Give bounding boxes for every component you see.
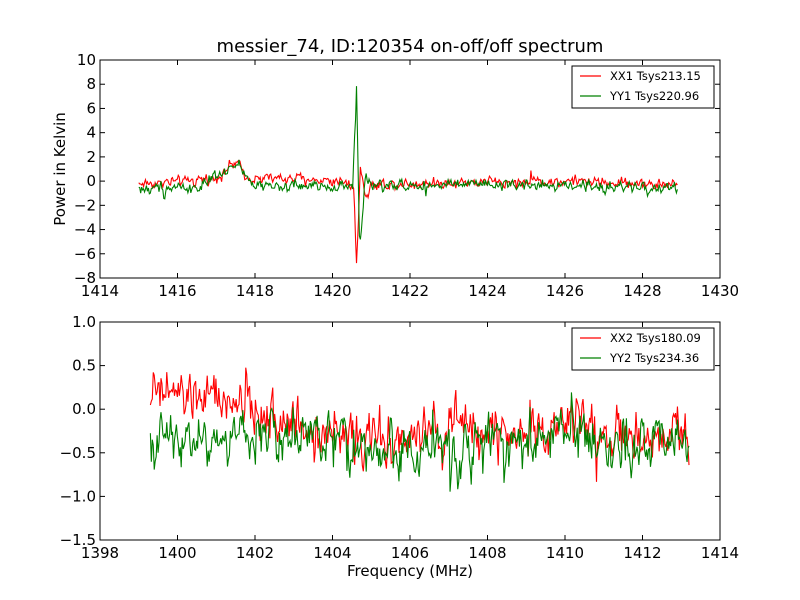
bottom-y-tick-label: −0.5 xyxy=(60,444,96,462)
bottom-legend: XX2 Tsys180.09 YY2 Tsys234.36 xyxy=(571,327,715,371)
bottom-y-tick-label: −1.5 xyxy=(60,531,96,549)
top-x-tick-label: 1428 xyxy=(623,282,661,300)
legend-label-yy2: YY2 Tsys234.36 xyxy=(609,351,699,365)
bottom-x-tick-label: 1398 xyxy=(81,544,119,562)
top-legend: XX1 Tsys213.15 YY1 Tsys220.96 xyxy=(571,65,715,109)
bottom-y-tick-label: 0.0 xyxy=(72,400,96,418)
bottom-legend-box xyxy=(571,327,715,371)
top-y-tick-label: −6 xyxy=(74,245,96,263)
bottom-y-tick-label: 0.5 xyxy=(72,357,96,375)
bottom-x-tick-label: 1400 xyxy=(158,544,196,562)
top-y-tick-label: −4 xyxy=(74,221,96,239)
bottom-x-tick-label: 1402 xyxy=(236,544,274,562)
bottom-x-axis-label: Frequency (MHz) xyxy=(347,562,473,580)
bottom-series-yy-line xyxy=(149,392,690,492)
legend-label-xx1: XX1 Tsys213.15 xyxy=(610,69,701,83)
top-y-tick-label: 6 xyxy=(86,99,96,117)
top-x-tick-label: 1430 xyxy=(701,282,739,300)
bottom-panel: Frequency (MHz) 1398 1400 1402 1404 1406 1408… xyxy=(60,313,740,580)
bottom-plot-area: 1398 1400 1402 1404 1406 1408 1410 1412 1414 −1.5… xyxy=(60,313,740,562)
top-panel: messier_74, ID:120354 on-off/off spectru… xyxy=(51,36,739,300)
top-x-tick-label: 1426 xyxy=(546,282,584,300)
bottom-x-tick-label: 1412 xyxy=(623,544,661,562)
bottom-y-tick-label: −1.0 xyxy=(60,487,96,505)
top-x-tick-label: 1414 xyxy=(81,282,119,300)
top-legend-box xyxy=(571,65,715,109)
top-y-tick-label: 8 xyxy=(86,75,96,93)
top-chart-title: messier_74, ID:120354 on-off/off spectru… xyxy=(217,36,604,57)
top-y-tick-label: −8 xyxy=(74,269,96,287)
top-y-axis-label: Power in Kelvin xyxy=(51,112,69,226)
top-x-tick-label: 1418 xyxy=(236,282,274,300)
bottom-x-tick-label: 1404 xyxy=(313,544,351,562)
legend-label-xx2: XX2 Tsys180.09 xyxy=(610,331,701,345)
bottom-x-tick-label: 1414 xyxy=(701,544,739,562)
top-series-yy-line xyxy=(138,86,678,240)
top-y-tick-label: 10 xyxy=(77,51,96,69)
legend-label-yy1: YY1 Tsys220.96 xyxy=(609,89,699,103)
bottom-x-tick-label: 1410 xyxy=(546,544,584,562)
top-y-tick-label: 4 xyxy=(86,124,96,142)
top-y-tick-label: −2 xyxy=(74,196,96,214)
top-x-tick-label: 1420 xyxy=(313,282,351,300)
top-x-tick-label: 1422 xyxy=(391,282,429,300)
top-y-tick-label: 0 xyxy=(86,172,96,190)
bottom-x-tick-label: 1408 xyxy=(468,544,506,562)
bottom-y-tick-label: 1.0 xyxy=(72,313,96,331)
top-y-tick-label: 2 xyxy=(86,148,96,166)
top-x-tick-label: 1416 xyxy=(158,282,196,300)
bottom-x-tick-label: 1406 xyxy=(391,544,429,562)
top-x-tick-label: 1424 xyxy=(468,282,506,300)
top-plot-area: 1414 1416 1418 1420 1422 1424 1426 1428 1430 −8 −6… xyxy=(74,51,739,300)
